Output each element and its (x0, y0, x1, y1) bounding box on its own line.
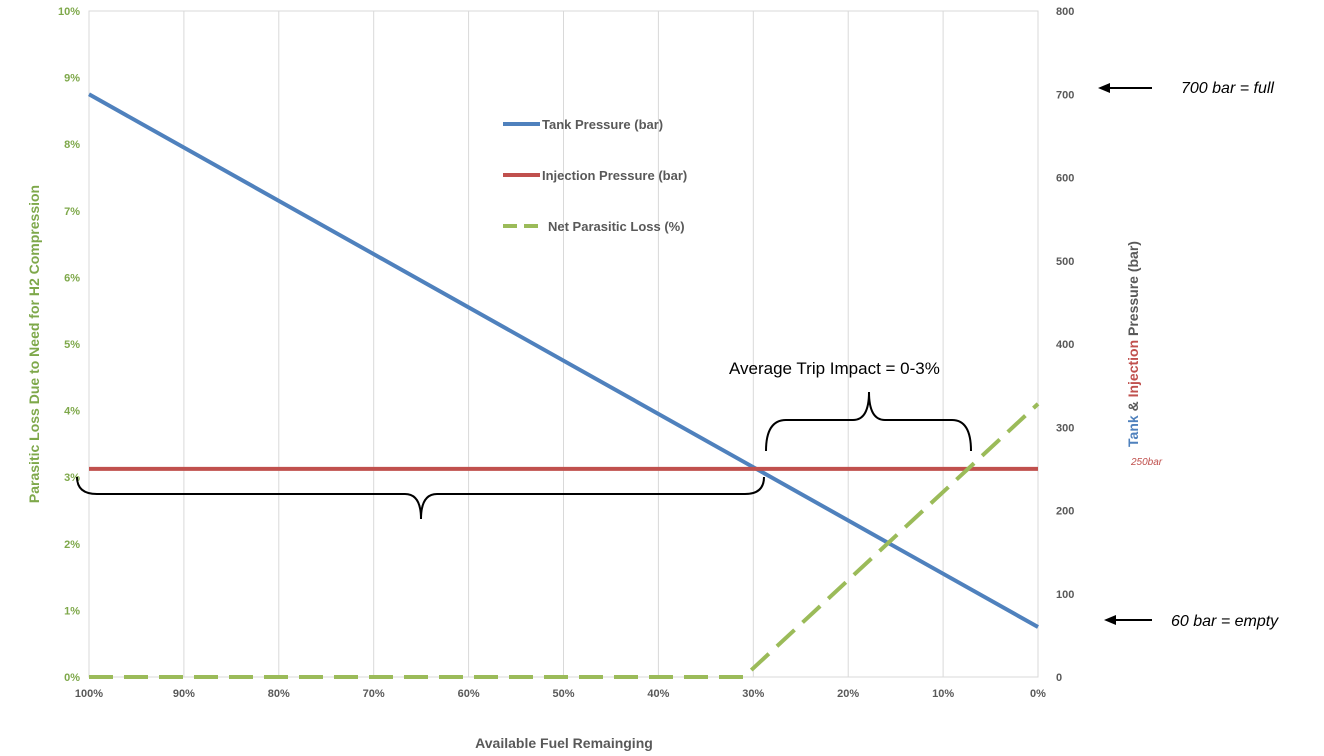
y-right-tick-label: 500 (1056, 256, 1074, 268)
y-axis-right-title-tank: Tank (1125, 415, 1141, 447)
y-left-tick-label: 3% (64, 472, 80, 484)
x-tick-label: 40% (647, 688, 669, 700)
y-right-tick-label: 300 (1056, 422, 1074, 434)
full-arrow-annotation: 700 bar = full (1098, 80, 1274, 97)
legend: Tank Pressure (bar) Injection Pressure (… (503, 117, 687, 234)
empty-arrow-annotation: 60 bar = empty (1104, 613, 1279, 630)
empty-label: 60 bar = empty (1171, 613, 1279, 630)
y-right-tick-label: 400 (1056, 339, 1074, 351)
x-tick-label: 100% (75, 688, 103, 700)
x-tick-label: 70% (363, 688, 385, 700)
y-left-tick-label: 7% (64, 206, 80, 218)
legend-label-injection: Injection Pressure (bar) (542, 168, 687, 183)
y-axis-right-title-injection: Injection (1125, 340, 1141, 398)
y-left-tick-label: 1% (64, 605, 80, 617)
x-tick-label: 80% (268, 688, 290, 700)
legend-label-parasitic: Net Parasitic Loss (%) (548, 219, 685, 234)
y-right-tick-label: 100 (1056, 589, 1074, 601)
x-tick-label: 30% (742, 688, 764, 700)
y-right-tick-label: 600 (1056, 173, 1074, 185)
x-tick-label: 60% (458, 688, 480, 700)
x-tick-label: 90% (173, 688, 195, 700)
y-left-tick-label: 10% (58, 6, 80, 18)
y-right-tick-label: 200 (1056, 506, 1074, 518)
y-left-tick-label: 6% (64, 272, 80, 284)
y-right-tick-label: 800 (1056, 6, 1074, 18)
x-tick-label: 10% (932, 688, 954, 700)
gridlines (88, 11, 1039, 677)
net-parasitic-loss-line (89, 402, 1040, 679)
y-axis-right-title-rest: Pressure (bar) (1125, 241, 1141, 340)
tick-labels: 100% 90% 80% 70% 60% 50% 40% 30% 20% 10% 0% 0% 1% 2% 3… (58, 6, 1074, 700)
x-axis-title: Available Fuel Remainging (475, 735, 653, 751)
series-layer (88, 92, 1040, 679)
long-brace-icon (76, 476, 765, 520)
x-tick-label: 0% (1030, 688, 1046, 700)
y-left-tick-label: 2% (64, 539, 80, 551)
full-arrowhead-icon (1098, 83, 1110, 93)
y-left-tick-label: 5% (64, 339, 80, 351)
empty-arrowhead-icon (1104, 615, 1116, 625)
trip-impact-label: Average Trip Impact = 0-3% (729, 359, 940, 378)
y-axis-left-title: Parasitic Loss Due to Need for H2 Compre… (26, 185, 42, 503)
tank-pressure-line (88, 92, 1039, 629)
injection-value-label: 250bar (1130, 457, 1163, 468)
x-tick-label: 50% (552, 688, 574, 700)
y-left-tick-label: 8% (64, 139, 80, 151)
legend-label-tank: Tank Pressure (bar) (542, 117, 663, 132)
y-right-tick-label: 700 (1056, 89, 1074, 101)
y-axis-right-title-amp: & (1125, 397, 1141, 415)
y-axis-right-title: Tank & Injection Pressure (bar) (1125, 241, 1141, 447)
short-brace-icon (765, 391, 972, 452)
y-left-tick-label: 9% (64, 73, 80, 85)
y-left-tick-label: 4% (64, 406, 80, 418)
x-tick-label: 20% (837, 688, 859, 700)
full-label: 700 bar = full (1181, 80, 1274, 97)
y-left-tick-label: 0% (64, 672, 80, 684)
y-right-tick-label: 0 (1056, 672, 1062, 684)
